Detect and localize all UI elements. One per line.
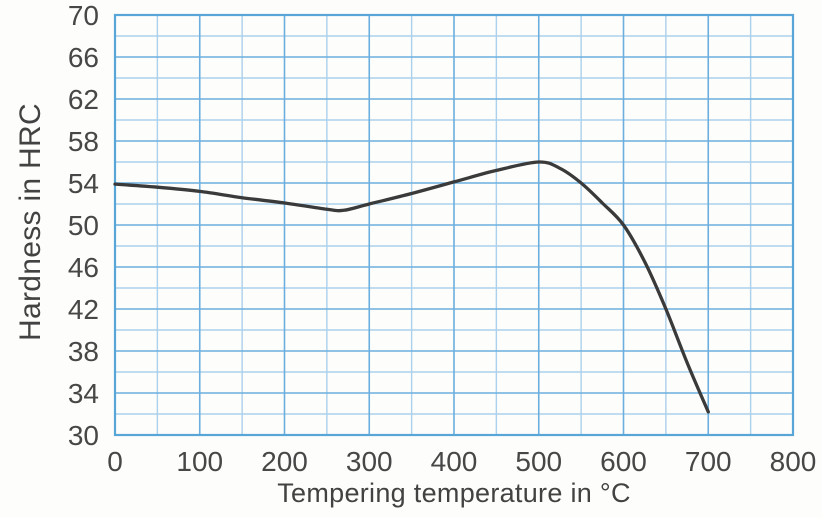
x-tick-label: 0 bbox=[107, 446, 123, 477]
x-tick-label: 400 bbox=[431, 446, 478, 477]
x-tick-label: 800 bbox=[770, 446, 817, 477]
x-axis-title: Tempering temperature in °C bbox=[277, 478, 631, 508]
y-tick-label: 50 bbox=[68, 210, 99, 241]
y-tick-label: 70 bbox=[68, 0, 99, 31]
y-axis-title: Hardness in HRC bbox=[14, 103, 47, 341]
y-tick-label: 46 bbox=[68, 252, 99, 283]
y-tick-label: 58 bbox=[68, 126, 99, 157]
x-tick-label: 300 bbox=[346, 446, 393, 477]
x-tick-label: 500 bbox=[515, 446, 562, 477]
y-tick-label: 54 bbox=[68, 168, 99, 199]
x-tick-label: 700 bbox=[685, 446, 732, 477]
hardness-curve bbox=[113, 160, 710, 414]
y-tick-label: 62 bbox=[68, 84, 99, 115]
y-tick-label: 42 bbox=[68, 294, 99, 325]
y-tick-label: 66 bbox=[68, 42, 99, 73]
x-tick-label: 200 bbox=[261, 446, 308, 477]
y-tick-label: 30 bbox=[68, 420, 99, 451]
plot-frame bbox=[113, 13, 795, 437]
y-tick-label: 34 bbox=[68, 378, 99, 409]
x-tick-label: 100 bbox=[176, 446, 223, 477]
y-tick-label: 38 bbox=[68, 336, 99, 367]
x-tick-label: 600 bbox=[600, 446, 647, 477]
